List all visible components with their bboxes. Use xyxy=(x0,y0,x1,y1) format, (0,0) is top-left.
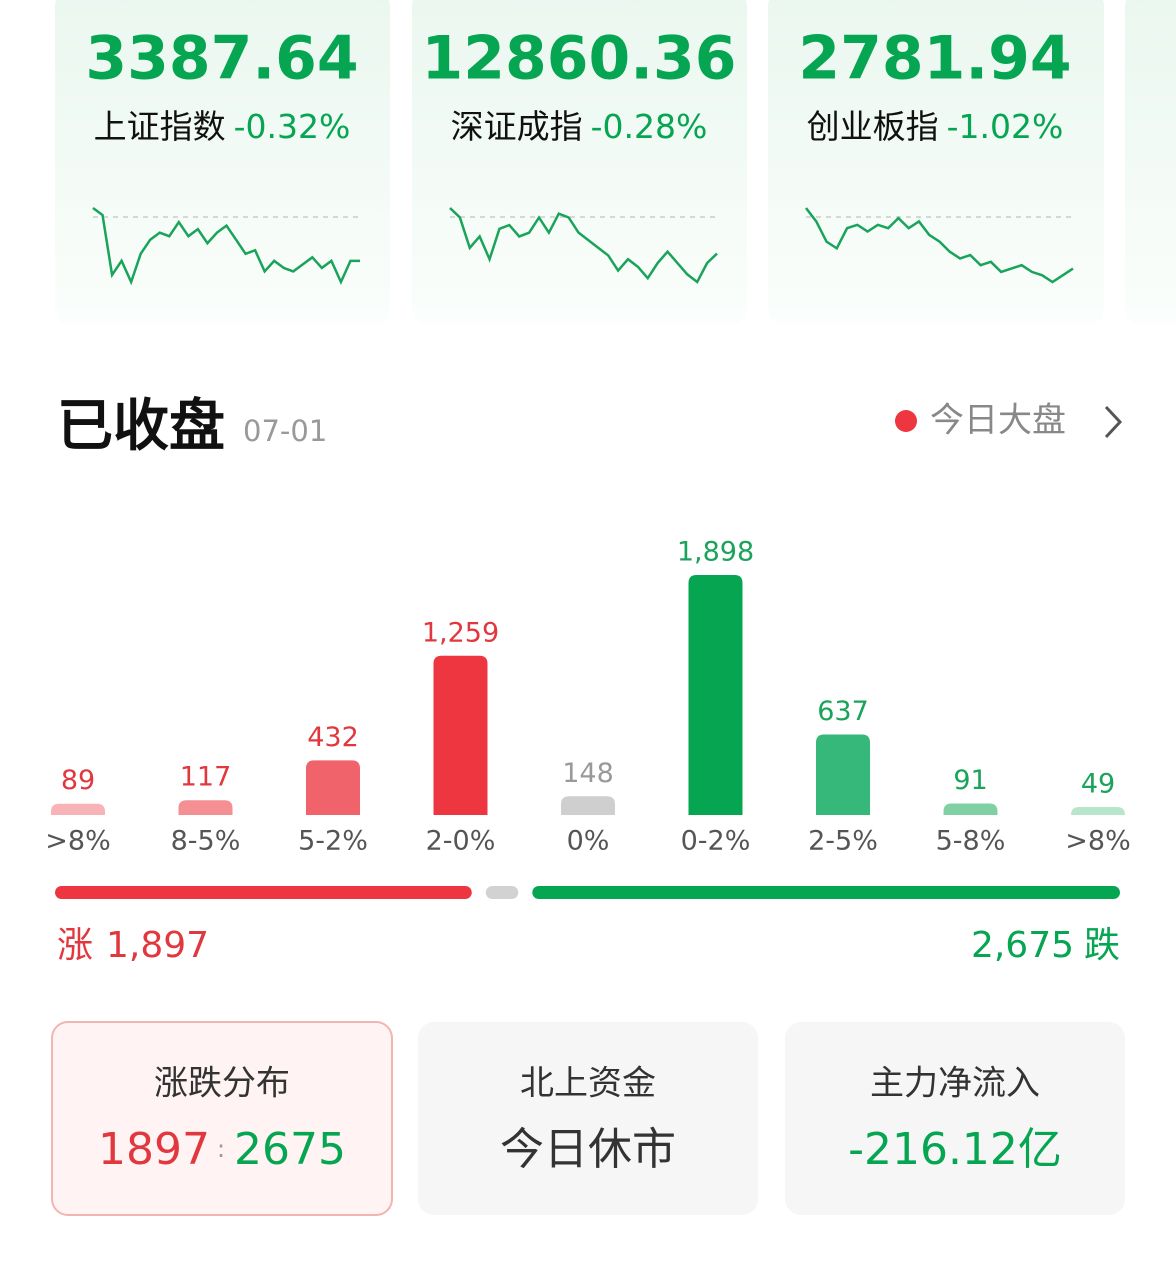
down-count: 2,675 xyxy=(971,925,1074,966)
bar xyxy=(943,803,998,815)
card[interactable] xyxy=(418,1022,758,1215)
card-up: 1897 xyxy=(98,1124,210,1175)
up-text: 涨 xyxy=(57,925,93,966)
index-card[interactable] xyxy=(55,0,390,325)
bar xyxy=(306,760,360,815)
card[interactable] xyxy=(51,1021,393,1216)
card-value: -216.12亿 xyxy=(848,1124,1062,1175)
bar-value-label: 432 xyxy=(307,722,359,753)
category-label: 5-2% xyxy=(298,826,368,857)
category-label: 8-5% xyxy=(171,826,241,857)
bar xyxy=(433,655,488,815)
bar xyxy=(51,803,105,815)
category-label: >8% xyxy=(1065,826,1130,857)
bar xyxy=(561,796,615,815)
index-change: -0.28% xyxy=(591,107,708,146)
index-change: -1.02% xyxy=(947,107,1064,146)
index-name: 上证指数 xyxy=(94,107,226,146)
category-label: 2-0% xyxy=(426,826,496,857)
bar-value-label: 89 xyxy=(61,765,95,796)
chevron[interactable] xyxy=(1104,405,1123,439)
index-name: 深证成指 xyxy=(451,107,583,146)
bar xyxy=(688,575,743,815)
index-label: 创业板指 -1.02% xyxy=(807,107,1064,146)
index-name: 创业板指 xyxy=(807,107,939,146)
card-value: 今日休市 xyxy=(500,1124,676,1175)
bar xyxy=(178,800,233,815)
card[interactable] xyxy=(785,1022,1125,1215)
ratio-down xyxy=(532,886,1120,899)
card-title: 涨跌分布 xyxy=(154,1064,290,1104)
bar-value-label: 117 xyxy=(180,762,232,793)
card-title: 北上资金 xyxy=(520,1064,656,1104)
bar-value-label: 91 xyxy=(953,765,987,796)
bar-value-label: 1,259 xyxy=(422,617,499,648)
index-price: 12860.36 xyxy=(421,24,736,94)
up-count: 1,897 xyxy=(106,925,209,966)
index-card[interactable] xyxy=(768,0,1104,325)
index-label: 深证成指 -0.28% xyxy=(451,107,708,146)
sparkline xyxy=(92,206,360,286)
index-price: 3387.64 xyxy=(85,24,358,94)
bar xyxy=(816,734,870,815)
index-label: 上证指数 -0.32% xyxy=(94,107,351,146)
bar-value-label: 49 xyxy=(1081,769,1115,800)
bar-value-label: 148 xyxy=(562,758,614,789)
category-label: 0-2% xyxy=(681,826,751,857)
sparkline xyxy=(805,207,1074,284)
sparkline xyxy=(449,207,718,284)
bar-value-label: 1,898 xyxy=(677,537,754,568)
bar-value-label: 637 xyxy=(817,696,869,727)
ratio-up xyxy=(55,886,472,899)
card-down: 2675 xyxy=(234,1124,346,1175)
date: 07-01 xyxy=(243,414,327,448)
category-label: 2-5% xyxy=(808,826,878,857)
category-label: >8% xyxy=(45,826,110,857)
down-text: 跌 xyxy=(1084,925,1120,966)
category-label: 0% xyxy=(567,826,610,857)
card-title: 主力净流入 xyxy=(870,1064,1040,1104)
index-card[interactable] xyxy=(1125,0,1176,325)
dot xyxy=(895,410,917,432)
bar xyxy=(1071,807,1125,815)
ratio-flat xyxy=(485,886,519,899)
category-label: 5-8% xyxy=(936,826,1006,857)
index-price: 2781.94 xyxy=(798,24,1071,94)
market-link[interactable]: 今日大盘 xyxy=(930,401,1066,441)
index-change: -0.32% xyxy=(234,107,351,146)
card-sep: : xyxy=(217,1135,225,1163)
section-title: 已收盘 xyxy=(57,394,225,459)
